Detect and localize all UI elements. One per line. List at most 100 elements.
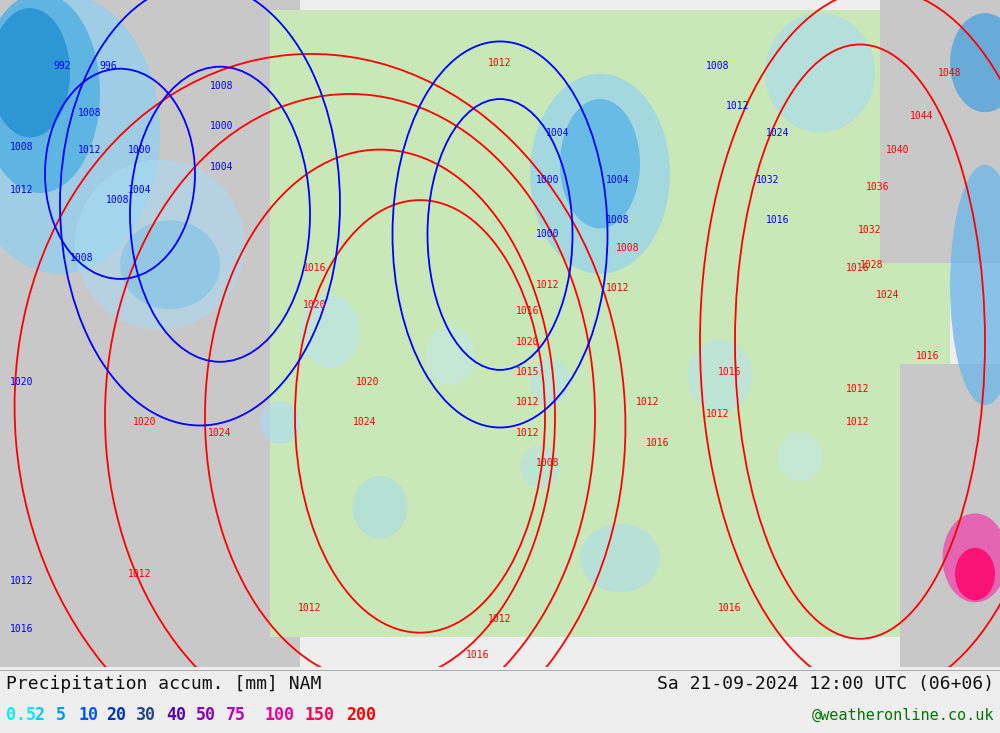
Ellipse shape [530, 358, 570, 406]
Text: 1008: 1008 [78, 108, 102, 118]
Text: 1012: 1012 [536, 280, 560, 290]
Text: 1012: 1012 [846, 418, 870, 427]
Text: Sa 21-09-2024 12:00 UTC (06+06): Sa 21-09-2024 12:00 UTC (06+06) [657, 675, 994, 693]
Ellipse shape [260, 401, 300, 443]
Text: 1000: 1000 [210, 122, 234, 131]
Text: 1024: 1024 [766, 128, 790, 139]
Text: 1012: 1012 [488, 58, 512, 67]
Text: 1004: 1004 [210, 162, 234, 172]
Ellipse shape [300, 295, 360, 368]
Ellipse shape [75, 160, 245, 329]
Text: 1016: 1016 [303, 263, 327, 273]
Text: 1024: 1024 [208, 427, 232, 438]
Ellipse shape [0, 0, 160, 274]
Text: 200: 200 [346, 706, 376, 724]
Ellipse shape [520, 446, 560, 488]
Text: 996: 996 [99, 61, 117, 70]
Text: 1016: 1016 [766, 216, 790, 225]
Text: 1008: 1008 [706, 61, 730, 70]
Text: 1004: 1004 [546, 128, 570, 139]
Text: 1048: 1048 [938, 67, 962, 78]
Text: 1004: 1004 [606, 175, 630, 185]
Ellipse shape [0, 0, 100, 193]
Text: 1036: 1036 [866, 182, 890, 192]
Text: 1012: 1012 [516, 397, 540, 408]
Text: 1016: 1016 [846, 263, 870, 273]
Text: 30: 30 [136, 706, 156, 724]
Text: 1016: 1016 [516, 306, 540, 316]
Text: 1012: 1012 [488, 614, 512, 624]
Text: 1040: 1040 [886, 144, 910, 155]
Ellipse shape [530, 74, 670, 274]
Text: 1012: 1012 [516, 427, 540, 438]
Text: 1024: 1024 [353, 418, 377, 427]
Text: 150: 150 [304, 706, 334, 724]
Text: 1000: 1000 [536, 175, 560, 185]
Text: 40: 40 [166, 706, 186, 724]
Text: 1032: 1032 [858, 226, 882, 235]
Ellipse shape [688, 339, 753, 413]
Text: 1012: 1012 [846, 384, 870, 394]
Ellipse shape [560, 99, 640, 229]
Text: 1008: 1008 [106, 195, 130, 205]
Text: 1016: 1016 [466, 650, 490, 660]
Ellipse shape [120, 221, 220, 309]
Text: @weatheronline.co.uk: @weatheronline.co.uk [812, 707, 994, 723]
FancyBboxPatch shape [880, 0, 1000, 262]
Ellipse shape [580, 523, 660, 592]
Text: 10: 10 [78, 706, 98, 724]
Text: 1012: 1012 [636, 397, 660, 408]
Text: 992: 992 [53, 61, 71, 70]
Ellipse shape [950, 165, 1000, 405]
Text: 1020: 1020 [303, 301, 327, 310]
Text: 20: 20 [106, 706, 126, 724]
Text: 1008: 1008 [10, 141, 34, 152]
Ellipse shape [765, 13, 875, 133]
Text: 75: 75 [226, 706, 246, 724]
Text: 1016: 1016 [646, 438, 670, 448]
FancyBboxPatch shape [900, 364, 1000, 667]
Text: 1008: 1008 [616, 243, 640, 253]
Ellipse shape [778, 432, 822, 481]
Text: 1012: 1012 [706, 409, 730, 419]
Text: 1020: 1020 [516, 336, 540, 347]
Ellipse shape [0, 8, 70, 138]
Text: 1024: 1024 [876, 290, 900, 300]
FancyBboxPatch shape [0, 0, 300, 667]
Text: 1016: 1016 [718, 603, 742, 614]
Text: 5: 5 [56, 706, 66, 724]
Text: 1012: 1012 [78, 144, 102, 155]
Text: 1012: 1012 [10, 576, 34, 586]
Text: 2: 2 [34, 706, 44, 724]
Ellipse shape [425, 326, 475, 385]
Ellipse shape [352, 476, 408, 539]
Text: 1044: 1044 [910, 111, 934, 121]
Text: Precipitation accum. [mm] NAM: Precipitation accum. [mm] NAM [6, 675, 321, 693]
Text: 1000: 1000 [536, 229, 560, 240]
Text: 1008: 1008 [536, 458, 560, 468]
Text: 1020: 1020 [356, 377, 380, 387]
Text: 1008: 1008 [70, 253, 94, 262]
Text: 0.5: 0.5 [6, 706, 36, 724]
Text: 1020: 1020 [10, 377, 34, 387]
Text: 50: 50 [196, 706, 216, 724]
Ellipse shape [950, 13, 1000, 112]
Text: 1012: 1012 [726, 101, 750, 111]
Text: 1032: 1032 [756, 175, 780, 185]
Text: 1008: 1008 [606, 216, 630, 225]
Ellipse shape [955, 548, 995, 600]
Text: 1012: 1012 [298, 603, 322, 614]
Text: 1016: 1016 [10, 624, 34, 633]
Text: 1020: 1020 [133, 418, 157, 427]
Ellipse shape [942, 513, 1000, 603]
Text: 1008: 1008 [210, 81, 234, 91]
Text: 1015: 1015 [516, 367, 540, 377]
FancyBboxPatch shape [270, 10, 950, 637]
Text: 1012: 1012 [10, 185, 34, 195]
Text: 1004: 1004 [128, 185, 152, 195]
Text: 1000: 1000 [128, 144, 152, 155]
Text: 1028: 1028 [860, 259, 884, 270]
Text: 100: 100 [264, 706, 294, 724]
Text: 1012: 1012 [606, 283, 630, 293]
Text: 1016: 1016 [718, 367, 742, 377]
